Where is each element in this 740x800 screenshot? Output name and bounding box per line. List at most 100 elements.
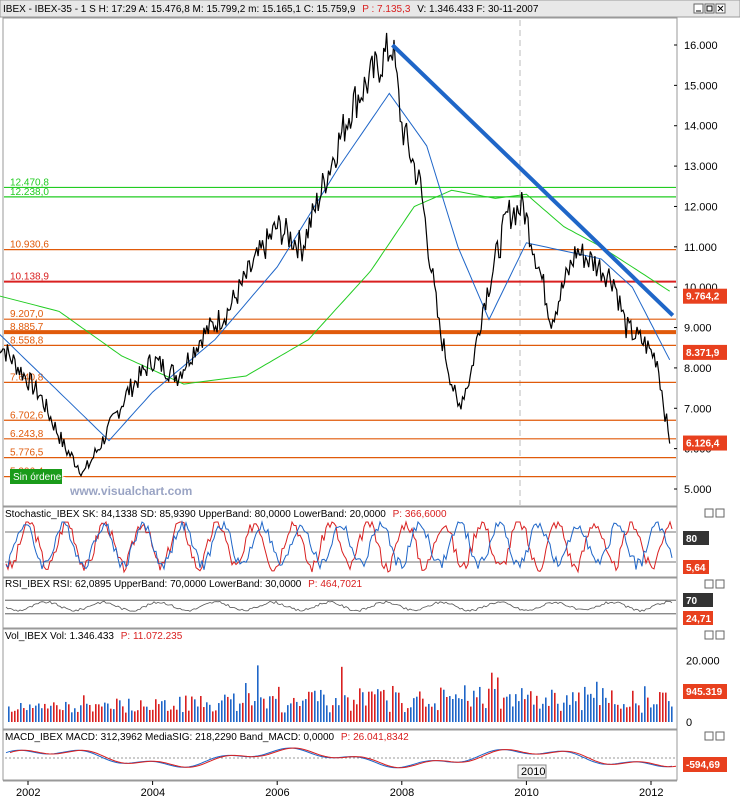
panel-maximize-button[interactable] (704, 579, 714, 589)
volume-bar (122, 706, 124, 722)
volume-bar (86, 703, 88, 722)
panel-close-button[interactable] (715, 731, 725, 741)
volume-bar (515, 694, 517, 722)
volume-bar (566, 695, 568, 722)
volume-bar (371, 691, 373, 722)
volume-bar (362, 692, 364, 722)
volume-bar (662, 692, 664, 722)
volume-bar (98, 704, 100, 722)
volume-bar (500, 708, 502, 722)
volume-bar (95, 704, 97, 722)
volume-bar (290, 703, 292, 722)
rsi-badge-box (683, 593, 713, 607)
panel-maximize-button[interactable] (704, 508, 714, 518)
volume-bar (302, 700, 304, 722)
volume-bar (413, 698, 415, 722)
volume-bar (110, 708, 112, 722)
main-window-buttons[interactable] (693, 3, 726, 14)
volume-bar (359, 688, 361, 722)
price-badge-box (683, 288, 727, 304)
volume-bar (377, 689, 379, 722)
volume-bar (479, 686, 481, 722)
volume-bar (626, 707, 628, 722)
volume-bar (407, 708, 409, 722)
volume-bar (458, 698, 460, 722)
panel-maximize-button[interactable] (704, 630, 714, 640)
volume-bar (263, 698, 265, 722)
volume-bar (239, 703, 241, 722)
volume-bar (260, 697, 262, 722)
volume-bar (584, 686, 586, 722)
price-tick-label: 12.000 (684, 201, 718, 213)
volume-bar (218, 703, 220, 722)
volume-bar (425, 706, 427, 722)
price-badge: 6.126,4 (686, 439, 720, 450)
volume-bar (353, 699, 355, 722)
volume-bar (158, 704, 160, 722)
volume-badge: 945.319 (686, 687, 723, 698)
rsi-header: RSI_IBEX RSI: 62,0895 UpperBand: 70,0000… (5, 579, 362, 590)
macd-badge: -594,69 (686, 760, 720, 771)
volume-bar (14, 710, 16, 722)
volume-bar (659, 692, 661, 722)
volume-bar (569, 704, 571, 722)
panel-window-buttons[interactable] (704, 508, 725, 741)
window-title: IBEX - IBEX-35 - 1 S H: 17:29 A: 15.476,… (3, 4, 539, 15)
volume-bar (53, 702, 55, 722)
volume-bar (155, 699, 157, 722)
volume-bar (512, 706, 514, 722)
volume-bar (473, 690, 475, 722)
volume-bar (536, 695, 538, 722)
volume-bar (125, 712, 127, 722)
time-tick-label: 2008 (390, 787, 414, 799)
volume-bar (620, 708, 622, 722)
sin-ordenes-box[interactable] (10, 469, 62, 484)
volume-tick-label: 20.000 (686, 655, 720, 667)
volume-bar (305, 699, 307, 722)
volume-bar (101, 706, 103, 722)
level-label: 5.776,5 (10, 448, 44, 459)
volume-bar (611, 690, 613, 722)
panel-close-button[interactable] (715, 508, 725, 518)
volume-bar (62, 710, 64, 722)
volume-bar (605, 697, 607, 722)
volume-bar (485, 708, 487, 722)
volume-bar (446, 696, 448, 722)
volume-bars (8, 665, 673, 722)
volume-bar (311, 692, 313, 722)
volume-bar (467, 700, 469, 722)
volume-bar (509, 694, 511, 722)
volume-bar (38, 703, 40, 722)
volume-bar (518, 701, 520, 722)
panel-close-button[interactable] (715, 579, 725, 589)
volume-bar (653, 704, 655, 722)
volume-bar (272, 696, 274, 722)
trendline[interactable] (391, 43, 675, 317)
volume-bar (11, 711, 13, 722)
volume-bar (368, 691, 370, 722)
volume-bar (488, 688, 490, 722)
volume-bar (329, 712, 331, 722)
panel-maximize-button[interactable] (704, 731, 714, 741)
volume-bar (650, 707, 652, 722)
panel-close-button[interactable] (715, 630, 725, 640)
volume-bar (506, 696, 508, 722)
volume-bar (632, 690, 634, 722)
volume-bar (404, 712, 406, 722)
level-label: 12.470,8 (10, 177, 49, 188)
volume-bar (482, 703, 484, 722)
volume-bar (380, 691, 382, 722)
volume-bar (89, 704, 91, 722)
volume-bar (56, 705, 58, 722)
stochastic-badge: 5,64 (686, 563, 706, 574)
volume-bar (338, 705, 340, 722)
volume-bar (251, 705, 253, 722)
volume-bar (590, 693, 592, 722)
volume-bar (497, 677, 499, 722)
volume-bar (203, 707, 205, 722)
volume-bar (647, 697, 649, 722)
volume-bar (599, 705, 601, 722)
volume-bar (224, 694, 226, 722)
volume-bar (317, 701, 319, 722)
volume-bar (629, 706, 631, 722)
